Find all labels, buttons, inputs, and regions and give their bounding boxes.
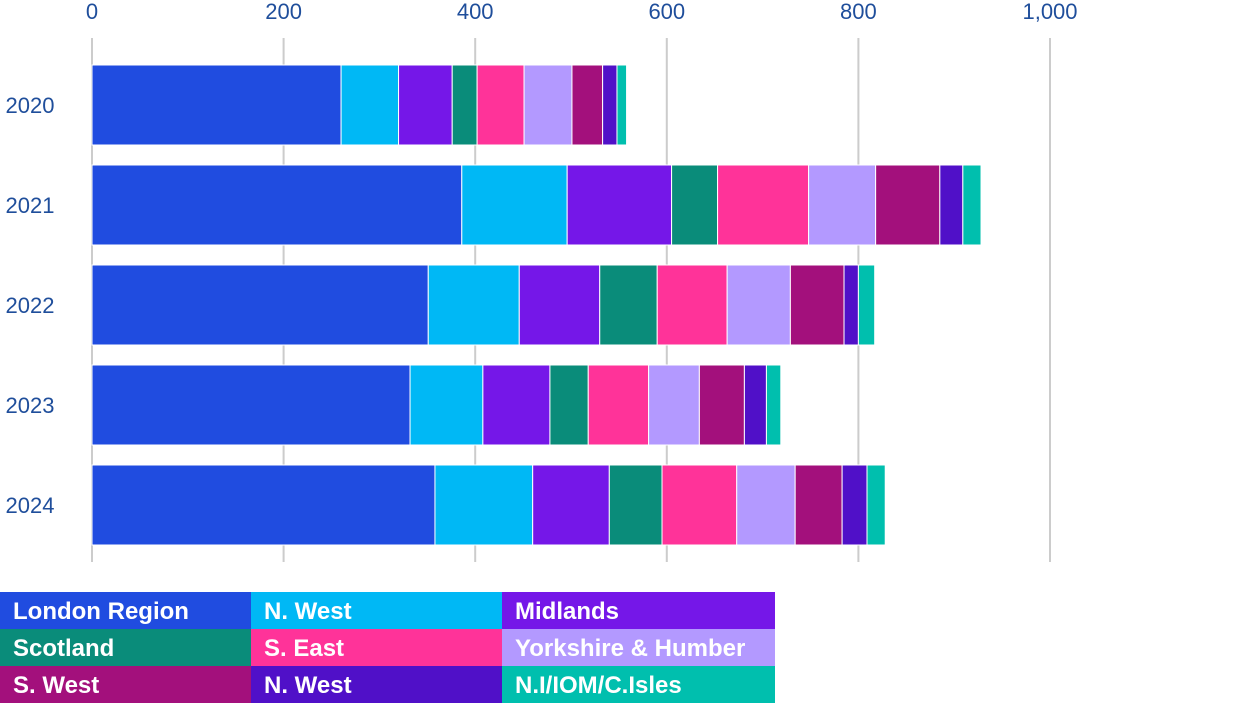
bar-segment bbox=[482, 364, 551, 446]
bar-segment bbox=[616, 64, 628, 146]
legend-label: London Region bbox=[13, 598, 189, 625]
legend-label: N.I/IOM/C.Isles bbox=[515, 672, 682, 699]
bar-segment bbox=[671, 164, 719, 246]
legend-swatch bbox=[502, 629, 775, 666]
bar-segment bbox=[91, 64, 342, 146]
legend-label: S. East bbox=[264, 635, 344, 662]
bar-segment bbox=[726, 264, 791, 346]
bar-segment bbox=[340, 64, 400, 146]
bar-segment bbox=[765, 364, 782, 446]
legend-label: Scotland bbox=[13, 635, 114, 662]
bar-segment bbox=[608, 464, 663, 546]
bar-segment bbox=[451, 64, 478, 146]
bar-segment bbox=[602, 64, 618, 146]
bar-segment bbox=[566, 164, 673, 246]
bar-segment bbox=[571, 64, 604, 146]
legend-label: N. West bbox=[264, 672, 352, 699]
bar-segment bbox=[857, 264, 876, 346]
bar-segment bbox=[717, 164, 810, 246]
y-tick-label: 2020 bbox=[6, 93, 55, 118]
legend-swatch bbox=[251, 666, 502, 703]
bar-segment bbox=[808, 164, 877, 246]
legend: London Region N. West Midlands Scotland S. E… bbox=[0, 592, 775, 703]
bar-segment bbox=[434, 464, 534, 546]
bar-segment bbox=[409, 364, 484, 446]
bar-segment bbox=[91, 164, 463, 246]
bar-segment bbox=[549, 364, 589, 446]
x-tick-label: 400 bbox=[457, 0, 494, 24]
bar-segment bbox=[866, 464, 886, 546]
x-tick-label: 200 bbox=[265, 0, 302, 24]
bar-segment bbox=[518, 264, 601, 346]
bar-segment bbox=[91, 264, 429, 346]
bar-segment bbox=[427, 264, 520, 346]
legend-label: Midlands bbox=[515, 598, 619, 625]
legend-swatch bbox=[251, 629, 502, 666]
bar-segment bbox=[91, 464, 436, 546]
legend-swatch bbox=[251, 592, 502, 629]
bar-segment bbox=[648, 364, 700, 446]
bar-segment bbox=[843, 264, 859, 346]
bar-segment bbox=[743, 364, 767, 446]
bar-segment bbox=[794, 464, 843, 546]
bar-segment bbox=[476, 64, 525, 146]
bar-segment bbox=[875, 164, 941, 246]
bar-segment bbox=[939, 164, 964, 246]
legend-swatch bbox=[502, 666, 775, 703]
legend-swatch bbox=[0, 629, 251, 666]
bar-segment bbox=[398, 64, 453, 146]
legend-label: N. West bbox=[264, 598, 352, 625]
legend-label: Yorkshire & Humber bbox=[515, 635, 745, 662]
bar-segment bbox=[91, 364, 411, 446]
bar-segment bbox=[599, 264, 658, 346]
bar-segment bbox=[661, 464, 738, 546]
bar-segment bbox=[789, 264, 845, 346]
legend-swatch bbox=[0, 592, 251, 629]
y-tick-label: 2024 bbox=[6, 493, 55, 518]
legend-swatch bbox=[0, 666, 251, 703]
x-tick-label: 0 bbox=[86, 0, 98, 24]
x-tick-label: 600 bbox=[648, 0, 685, 24]
y-tick-label: 2021 bbox=[6, 193, 55, 218]
y-tick-label: 2022 bbox=[6, 293, 55, 318]
bar-segment bbox=[532, 464, 610, 546]
bar-segment bbox=[587, 364, 650, 446]
x-tick-label: 800 bbox=[840, 0, 877, 24]
bar-segment bbox=[523, 64, 573, 146]
bar-segment bbox=[962, 164, 982, 246]
bar-segment bbox=[461, 164, 568, 246]
legend-label: S. West bbox=[13, 672, 99, 699]
legend-swatch bbox=[502, 592, 775, 629]
bar-segment bbox=[841, 464, 868, 546]
bar-segment bbox=[656, 264, 728, 346]
x-tick-label: 1,000 bbox=[1022, 0, 1077, 24]
y-tick-label: 2023 bbox=[6, 393, 55, 418]
bar-segment bbox=[698, 364, 745, 446]
bar-segment bbox=[736, 464, 796, 546]
